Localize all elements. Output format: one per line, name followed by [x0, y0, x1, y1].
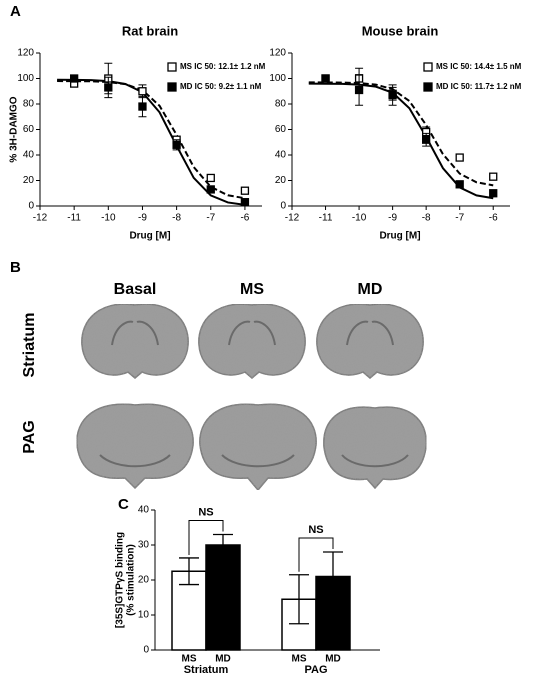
legend-label: MD IC 50: 9.2± 1.1 nM — [180, 82, 262, 91]
y-tick-label: 120 — [17, 48, 34, 59]
marker — [455, 180, 464, 189]
legend-label: MD IC 50: 11.7± 1.2 nM — [436, 82, 522, 91]
error-bar — [323, 551, 343, 602]
marker — [489, 172, 498, 181]
marker — [422, 135, 431, 144]
fit-curve — [57, 80, 246, 200]
marker — [321, 74, 330, 83]
panel-label: A — [10, 3, 21, 20]
fit-curve — [57, 78, 246, 206]
marker — [138, 102, 147, 111]
y-tick-label: 80 — [275, 99, 287, 110]
marker — [104, 83, 113, 92]
y-tick-label: 0 — [280, 201, 286, 212]
y-tick-label: 60 — [23, 124, 35, 135]
x-tick-label: -8 — [422, 213, 431, 224]
y-tick-label: 30 — [138, 540, 150, 551]
annotation: NS — [198, 506, 213, 518]
x-tick-label: -11 — [319, 213, 333, 224]
panel-label: B — [10, 259, 21, 276]
y-tick-label: 80 — [23, 99, 35, 110]
x-tick-label: -8 — [172, 213, 181, 224]
chart-title: Rat brain — [122, 23, 178, 38]
y-tick-label: 20 — [138, 575, 150, 586]
x-tick-label: -12 — [33, 213, 48, 224]
marker — [206, 173, 215, 183]
y-axis-label: (% stimulation) — [126, 544, 137, 616]
column-label: Basal — [114, 281, 157, 298]
y-tick-label: 20 — [23, 175, 35, 186]
marker — [240, 198, 250, 207]
x-axis-label: Drug [M] — [129, 231, 170, 242]
x-tick-label: MD — [325, 654, 341, 665]
y-tick-label: 40 — [275, 150, 287, 161]
marker — [489, 189, 498, 198]
y-tick-label: 20 — [275, 175, 287, 186]
x-tick-label: -12 — [285, 213, 300, 224]
y-tick-label: 120 — [269, 48, 286, 59]
group-label: Striatum — [184, 664, 229, 676]
x-tick-label: -9 — [388, 213, 397, 224]
significance-bracket — [188, 520, 224, 555]
y-tick-label: 40 — [138, 505, 150, 516]
marker — [455, 153, 464, 162]
chart-title: Mouse brain — [362, 23, 439, 38]
panel-label: C — [118, 496, 129, 513]
legend-marker — [167, 82, 177, 92]
legend-label: MS IC 50: 14.4± 1.5 nM — [436, 62, 522, 71]
brain-sections — [76, 303, 427, 492]
marker — [206, 185, 215, 194]
y-tick-label: 60 — [275, 124, 287, 135]
bar — [205, 544, 241, 651]
marker — [240, 186, 250, 195]
x-tick-label: MS — [292, 654, 307, 665]
y-tick-label: 0 — [28, 201, 34, 212]
y-tick-label: 0 — [143, 645, 149, 656]
group-label: PAG — [304, 664, 327, 676]
x-tick-label: -6 — [240, 213, 249, 224]
legend-marker — [423, 62, 433, 72]
error-bar — [213, 533, 233, 557]
marker — [138, 87, 147, 96]
y-axis-label: % 3H-DAMGO — [9, 96, 20, 162]
x-tick-label: -10 — [352, 213, 367, 224]
marker — [172, 140, 181, 149]
fit-curve — [308, 81, 494, 187]
error-bar — [289, 574, 309, 625]
x-tick-label: MD — [215, 654, 231, 665]
x-axis-label: Drug [M] — [379, 231, 420, 242]
legend-label: MS IC 50: 12.1± 1.2 nM — [180, 62, 266, 71]
legend-marker — [423, 82, 433, 92]
y-tick-label: 10 — [138, 610, 150, 621]
row-label: Striatum — [21, 313, 38, 378]
x-tick-label: -10 — [101, 213, 116, 224]
x-tick-label: -7 — [206, 213, 215, 224]
x-tick-label: -6 — [489, 213, 498, 224]
legend-marker — [167, 62, 177, 72]
fit-curve — [308, 82, 494, 200]
y-axis-label: [35S]GTPγS binding — [115, 532, 126, 628]
column-label: MS — [240, 281, 264, 298]
x-tick-label: MS — [182, 654, 197, 665]
annotation: NS — [308, 524, 323, 536]
marker — [354, 85, 364, 95]
column-label: MD — [358, 281, 383, 298]
error-bar — [179, 557, 199, 586]
x-tick-label: -11 — [67, 213, 81, 224]
y-tick-label: 100 — [17, 73, 34, 84]
marker — [70, 74, 79, 83]
x-tick-label: -7 — [455, 213, 464, 224]
y-tick-label: 100 — [269, 73, 286, 84]
row-label: PAG — [21, 420, 38, 453]
x-tick-label: -9 — [138, 213, 147, 224]
y-tick-label: 40 — [23, 150, 35, 161]
marker — [388, 90, 397, 100]
significance-bracket — [298, 537, 334, 572]
